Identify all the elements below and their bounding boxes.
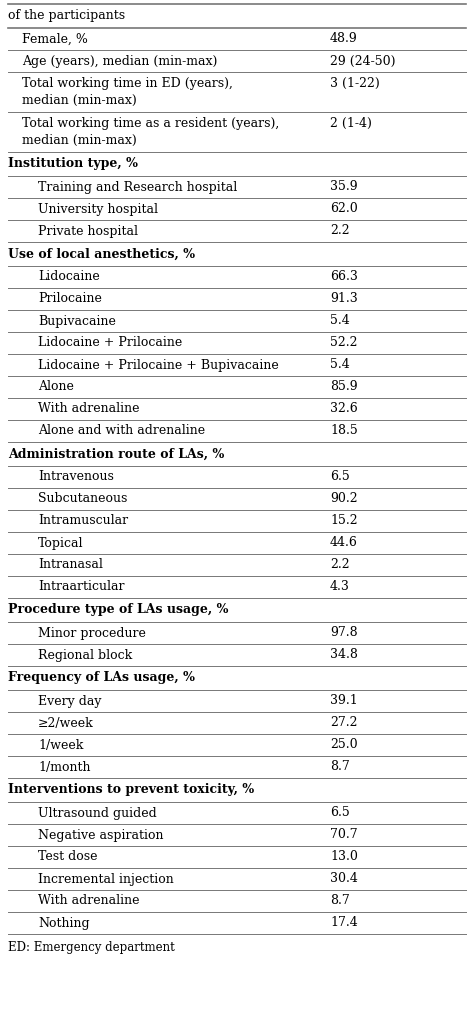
- Text: 29 (24-50): 29 (24-50): [330, 55, 395, 68]
- Text: Intramuscular: Intramuscular: [38, 515, 128, 528]
- Text: median (min-max): median (min-max): [22, 134, 137, 148]
- Text: 66.3: 66.3: [330, 271, 358, 283]
- Text: Training and Research hospital: Training and Research hospital: [38, 181, 237, 193]
- Text: 30.4: 30.4: [330, 872, 358, 886]
- Text: 39.1: 39.1: [330, 695, 358, 708]
- Text: Intranasal: Intranasal: [38, 558, 103, 571]
- Text: 2.2: 2.2: [330, 558, 350, 571]
- Text: 17.4: 17.4: [330, 917, 358, 929]
- Text: 18.5: 18.5: [330, 425, 358, 438]
- Text: 90.2: 90.2: [330, 492, 357, 506]
- Text: Intraarticular: Intraarticular: [38, 580, 125, 593]
- Text: 8.7: 8.7: [330, 895, 350, 908]
- Text: Ultrasound guided: Ultrasound guided: [38, 807, 157, 820]
- Text: 34.8: 34.8: [330, 648, 358, 661]
- Text: Test dose: Test dose: [38, 850, 98, 863]
- Text: Negative aspiration: Negative aspiration: [38, 828, 164, 841]
- Text: of the participants: of the participants: [8, 9, 125, 22]
- Text: Intravenous: Intravenous: [38, 470, 114, 483]
- Text: Alone: Alone: [38, 380, 74, 393]
- Text: 62.0: 62.0: [330, 202, 358, 215]
- Text: Private hospital: Private hospital: [38, 224, 138, 238]
- Text: 1/week: 1/week: [38, 738, 83, 751]
- Text: Bupivacaine: Bupivacaine: [38, 314, 116, 328]
- Text: Prilocaine: Prilocaine: [38, 292, 102, 305]
- Text: 13.0: 13.0: [330, 850, 358, 863]
- Text: 4.3: 4.3: [330, 580, 350, 593]
- Text: 3 (1-22): 3 (1-22): [330, 77, 380, 90]
- Text: Total working time in ED (years),: Total working time in ED (years),: [22, 77, 233, 90]
- Text: 35.9: 35.9: [330, 181, 357, 193]
- Text: Institution type, %: Institution type, %: [8, 158, 138, 171]
- Text: 8.7: 8.7: [330, 760, 350, 773]
- Text: 52.2: 52.2: [330, 337, 357, 350]
- Text: Topical: Topical: [38, 537, 83, 550]
- Text: 2 (1-4): 2 (1-4): [330, 116, 372, 129]
- Text: Incremental injection: Incremental injection: [38, 872, 174, 886]
- Text: 5.4: 5.4: [330, 314, 350, 328]
- Text: Age (years), median (min-max): Age (years), median (min-max): [22, 55, 218, 68]
- Text: Frequency of LAs usage, %: Frequency of LAs usage, %: [8, 671, 195, 684]
- Text: 5.4: 5.4: [330, 359, 350, 371]
- Text: Female, %: Female, %: [22, 32, 88, 45]
- Text: 27.2: 27.2: [330, 717, 357, 730]
- Text: Lidocaine + Prilocaine + Bupivacaine: Lidocaine + Prilocaine + Bupivacaine: [38, 359, 279, 371]
- Text: Administration route of LAs, %: Administration route of LAs, %: [8, 448, 224, 460]
- Text: Alone and with adrenaline: Alone and with adrenaline: [38, 425, 205, 438]
- Text: 1/month: 1/month: [38, 760, 91, 773]
- Text: Total working time as a resident (years),: Total working time as a resident (years)…: [22, 116, 279, 129]
- Text: 6.5: 6.5: [330, 470, 350, 483]
- Text: Lidocaine + Prilocaine: Lidocaine + Prilocaine: [38, 337, 182, 350]
- Text: 97.8: 97.8: [330, 627, 357, 640]
- Text: Interventions to prevent toxicity, %: Interventions to prevent toxicity, %: [8, 784, 254, 797]
- Text: Subcutaneous: Subcutaneous: [38, 492, 128, 506]
- Text: median (min-max): median (min-max): [22, 94, 137, 107]
- Text: Nothing: Nothing: [38, 917, 90, 929]
- Text: University hospital: University hospital: [38, 202, 158, 215]
- Text: Procedure type of LAs usage, %: Procedure type of LAs usage, %: [8, 604, 228, 617]
- Text: Minor procedure: Minor procedure: [38, 627, 146, 640]
- Text: 15.2: 15.2: [330, 515, 357, 528]
- Text: Every day: Every day: [38, 695, 101, 708]
- Text: ≥2/week: ≥2/week: [38, 717, 94, 730]
- Text: 44.6: 44.6: [330, 537, 358, 550]
- Text: 25.0: 25.0: [330, 738, 357, 751]
- Text: 48.9: 48.9: [330, 32, 358, 45]
- Text: 70.7: 70.7: [330, 828, 357, 841]
- Text: Use of local anesthetics, %: Use of local anesthetics, %: [8, 248, 195, 261]
- Text: 85.9: 85.9: [330, 380, 357, 393]
- Text: 91.3: 91.3: [330, 292, 358, 305]
- Text: With adrenaline: With adrenaline: [38, 402, 139, 416]
- Text: With adrenaline: With adrenaline: [38, 895, 139, 908]
- Text: 2.2: 2.2: [330, 224, 350, 238]
- Text: 32.6: 32.6: [330, 402, 358, 416]
- Text: Lidocaine: Lidocaine: [38, 271, 100, 283]
- Text: Regional block: Regional block: [38, 648, 132, 661]
- Text: ED: Emergency department: ED: Emergency department: [8, 941, 175, 954]
- Text: 6.5: 6.5: [330, 807, 350, 820]
